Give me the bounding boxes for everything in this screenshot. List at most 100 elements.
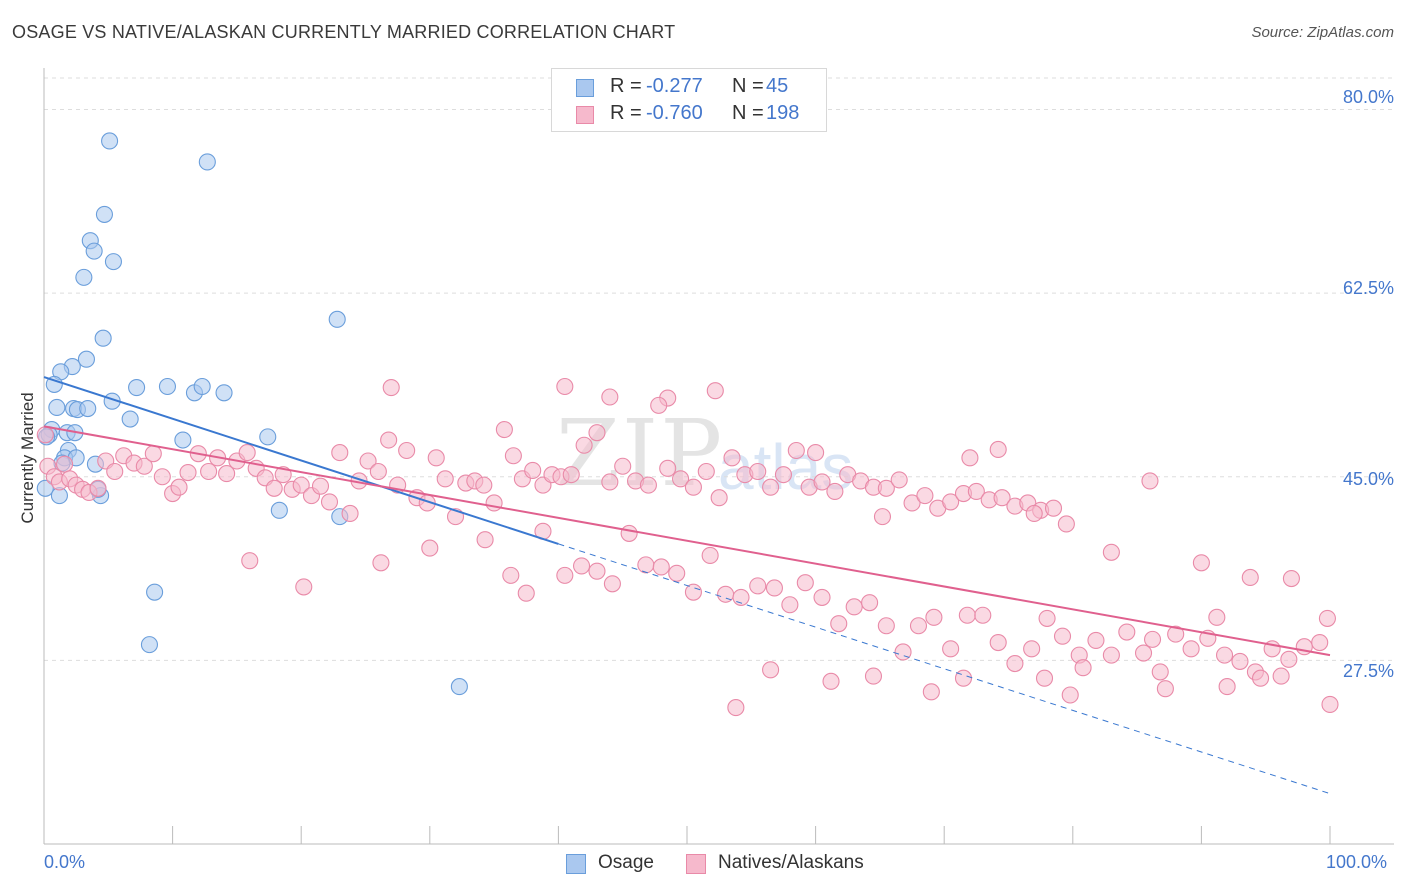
natives-point [504,447,522,465]
natives-series [36,377,1339,717]
r-label: R = [610,102,642,124]
grid-lines [44,77,1394,661]
natives-point [369,462,387,481]
natives-point [894,643,912,661]
natives-point [925,608,943,626]
natives-point [320,493,339,511]
osage-point [193,377,211,396]
natives-point [556,377,574,396]
natives-point [903,494,921,512]
natives-point [170,478,188,496]
natives-point [749,462,767,481]
osage-point [450,678,468,696]
natives-point [398,441,416,460]
natives-point [562,466,580,484]
natives-point [727,699,745,717]
natives-point [781,596,799,614]
natives-point [749,577,767,595]
natives-point [1241,568,1259,587]
osage-legend-label: Osage [598,852,654,873]
natives-point [830,615,848,633]
natives-point [942,640,960,658]
natives-point [684,478,702,496]
osage-point [77,350,95,368]
natives-point [1006,654,1024,673]
natives-point [200,462,218,481]
osage-point [79,399,97,418]
natives-point [495,420,513,439]
natives-point [1102,543,1120,561]
natives-point [341,504,359,523]
osage-point [75,268,93,286]
osage-point [128,378,146,397]
natives-point [864,667,883,685]
osage-point [95,205,113,223]
natives-point [614,457,632,475]
natives-point [1074,659,1092,677]
y-axis-label: Currently Married [18,392,37,524]
natives-point [106,462,124,481]
osage-point [270,501,288,519]
natives-point [961,449,979,467]
osage-point [48,398,66,417]
natives-point [427,449,445,467]
natives-point [1182,640,1200,658]
natives-legend-swatch [686,854,706,874]
osage-point [94,329,112,347]
natives-point [1134,644,1153,662]
osage-point [198,153,216,171]
natives-point [1023,640,1041,658]
natives-point [639,476,657,494]
natives-point [652,558,670,576]
osage-trend-extension [558,543,1331,795]
osage-point [174,431,192,449]
natives-point [292,476,310,494]
natives-point [1053,627,1072,645]
natives-point [1215,646,1234,664]
n-label: N = [732,75,764,97]
natives-point [135,457,153,475]
natives-point [637,556,655,574]
natives-point [556,566,574,584]
natives-point [620,524,638,542]
natives-point [475,476,493,494]
natives-point [295,578,313,596]
natives-point [1044,499,1063,517]
natives-point [1282,569,1300,588]
natives-point [1231,652,1249,670]
osage-point [104,253,122,271]
natives-point [1141,472,1159,490]
y-tick-label-62-5: 62.5% [1342,278,1394,298]
natives-point [1025,504,1043,523]
source-label: Source: ZipAtlas.com [1251,24,1394,41]
natives-point [787,441,805,460]
natives-point [967,482,985,500]
trend-lines [43,376,1331,795]
natives-swatch [576,106,594,124]
natives-point [774,466,793,484]
natives-point [1311,633,1329,652]
natives-point [524,461,542,479]
natives-point [436,470,454,488]
natives-point [588,424,606,442]
natives-point [1192,554,1210,572]
natives-point [485,494,503,512]
natives-point [1038,609,1056,627]
chart-title: OSAGE VS NATIVE/ALASKAN CURRENTLY MARRIE… [12,22,676,42]
osage-legend-swatch [566,854,586,874]
osage-point [215,384,233,402]
osage-point [140,636,159,654]
natives-point [1151,663,1169,681]
natives-point [382,378,400,397]
natives-point [1280,650,1298,668]
natives-point [1143,630,1162,648]
natives-point [372,554,390,572]
natives-point [659,459,677,477]
natives-point [877,479,895,497]
natives-point [1035,669,1054,687]
natives-point [238,444,256,462]
natives-point [1156,680,1174,698]
osage-point [121,410,139,428]
natives-point [331,444,349,462]
natives-point [476,531,494,549]
